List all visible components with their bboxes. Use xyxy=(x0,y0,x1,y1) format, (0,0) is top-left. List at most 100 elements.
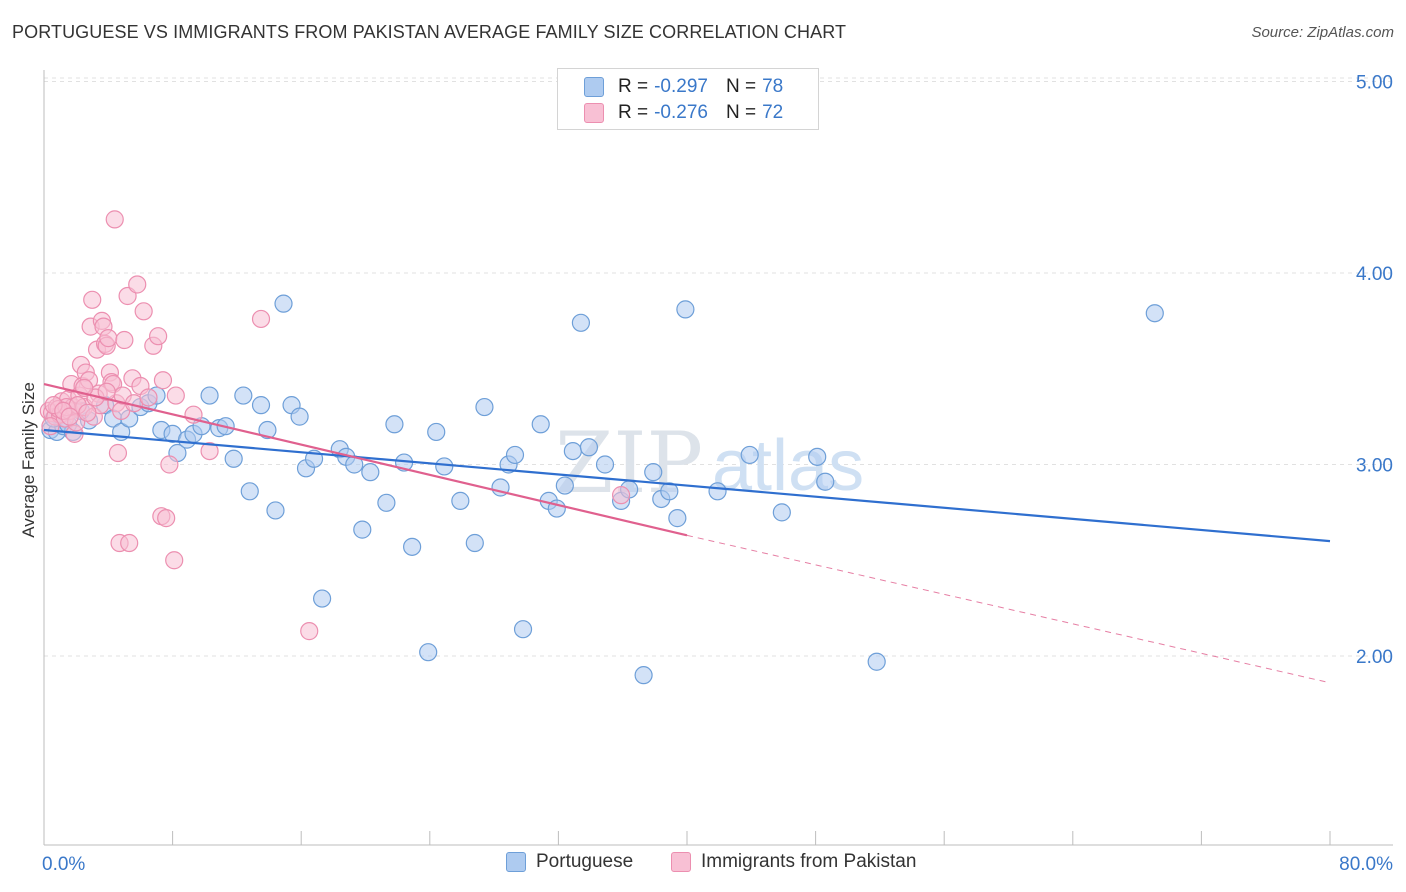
trend-lines xyxy=(43,382,1331,684)
series-pakistan xyxy=(39,210,631,641)
y-tick-labels: 2.00 3.00 4.00 5.00 xyxy=(1356,73,1393,669)
data-point xyxy=(660,482,679,501)
legend-row-pakistan: R = -0.276 N = 72 xyxy=(584,101,783,125)
legend-item-portuguese: Portuguese xyxy=(506,851,633,873)
data-point xyxy=(149,327,168,346)
data-point xyxy=(808,447,827,466)
data-point xyxy=(419,643,438,662)
legend-r-label: R = xyxy=(618,76,649,97)
data-point xyxy=(867,652,886,671)
data-point xyxy=(234,386,253,405)
data-point xyxy=(377,493,396,512)
legend-item-pakistan: Immigrants from Pakistan xyxy=(671,851,916,873)
data-point xyxy=(120,533,139,553)
data-point xyxy=(505,445,525,465)
data-point xyxy=(312,589,332,608)
legend-swatch-pakistan xyxy=(584,103,604,123)
legend-n-label: N = xyxy=(725,102,757,123)
data-point xyxy=(83,290,102,309)
data-point xyxy=(435,457,454,476)
data-point xyxy=(153,371,173,390)
data-point xyxy=(200,441,219,461)
axes xyxy=(43,70,1393,846)
x-tick-label: 80.0% xyxy=(1339,854,1393,875)
legend-n-value: 72 xyxy=(762,102,784,123)
data-point xyxy=(290,407,309,426)
data-point xyxy=(816,472,835,491)
data-point xyxy=(513,620,533,639)
data-point xyxy=(644,463,663,482)
data-point xyxy=(740,445,759,465)
data-point xyxy=(200,386,219,405)
data-point xyxy=(97,382,116,401)
legend-row-portuguese: R = -0.297 N = 78 xyxy=(584,75,783,99)
legend-swatch-pakistan xyxy=(671,852,691,872)
data-point xyxy=(385,415,404,434)
data-point xyxy=(611,486,631,505)
data-point xyxy=(595,455,615,474)
data-point xyxy=(274,294,293,313)
data-point xyxy=(634,666,653,685)
data-point xyxy=(251,309,271,329)
data-point xyxy=(99,329,118,348)
legend-r-value: -0.297 xyxy=(654,76,708,97)
data-point xyxy=(266,501,285,520)
data-point xyxy=(668,509,687,528)
y-tick-label: 5.00 xyxy=(1356,73,1393,94)
data-point xyxy=(353,520,372,539)
data-point xyxy=(427,422,446,442)
data-point xyxy=(708,482,727,501)
data-point xyxy=(240,482,259,501)
legend-label-pakistan: Immigrants from Pakistan xyxy=(701,851,917,872)
data-point xyxy=(571,313,591,332)
data-point xyxy=(563,441,582,461)
trend-line-extension xyxy=(686,534,1331,684)
data-point xyxy=(555,476,574,495)
data-point xyxy=(300,622,319,641)
legend-swatch-portuguese xyxy=(506,852,526,872)
data-point xyxy=(1145,304,1164,323)
y-tick-label: 2.00 xyxy=(1356,647,1393,668)
data-point xyxy=(361,463,380,482)
data-point xyxy=(60,407,79,426)
data-point xyxy=(157,509,176,528)
data-point xyxy=(78,403,97,422)
data-point xyxy=(160,455,179,474)
data-point xyxy=(465,533,484,553)
data-point xyxy=(676,300,695,319)
series-points xyxy=(39,210,1164,685)
data-point xyxy=(579,438,599,457)
data-point xyxy=(224,449,243,468)
watermark-atlas: atlas xyxy=(712,426,864,506)
y-axis-label: Average Family Size xyxy=(19,382,38,538)
data-point xyxy=(475,397,494,417)
data-point xyxy=(403,537,422,556)
legend-swatch-portuguese xyxy=(584,77,604,97)
data-point xyxy=(531,415,550,434)
data-point xyxy=(166,386,185,405)
y-tick-label: 4.00 xyxy=(1356,264,1393,285)
legend-label-portuguese: Portuguese xyxy=(536,851,634,872)
grid-lines xyxy=(44,77,1393,657)
data-point xyxy=(139,388,158,407)
trend-line xyxy=(43,382,688,537)
trend-line xyxy=(43,428,1331,543)
data-point xyxy=(165,551,184,570)
legend-n-label: N = xyxy=(725,76,757,97)
data-point xyxy=(115,330,134,350)
data-point xyxy=(108,443,128,463)
data-point xyxy=(134,302,153,321)
x-tick-labels: 0.0% 80.0% xyxy=(42,854,1393,875)
data-point xyxy=(258,420,277,440)
y-tick-label: 3.00 xyxy=(1356,456,1393,477)
legend-n-value: 78 xyxy=(762,76,784,97)
source-label: Source: ZipAtlas.com xyxy=(1251,24,1394,41)
chart-title: PORTUGUESE VS IMMIGRANTS FROM PAKISTAN A… xyxy=(12,22,847,42)
correlation-legend: R = -0.297 N = 78 R = -0.276 N = 72 xyxy=(557,68,819,130)
data-point xyxy=(105,210,124,229)
data-point xyxy=(128,275,147,294)
legend-r-value: -0.276 xyxy=(654,102,708,123)
data-point xyxy=(251,396,271,415)
data-point xyxy=(451,491,470,510)
